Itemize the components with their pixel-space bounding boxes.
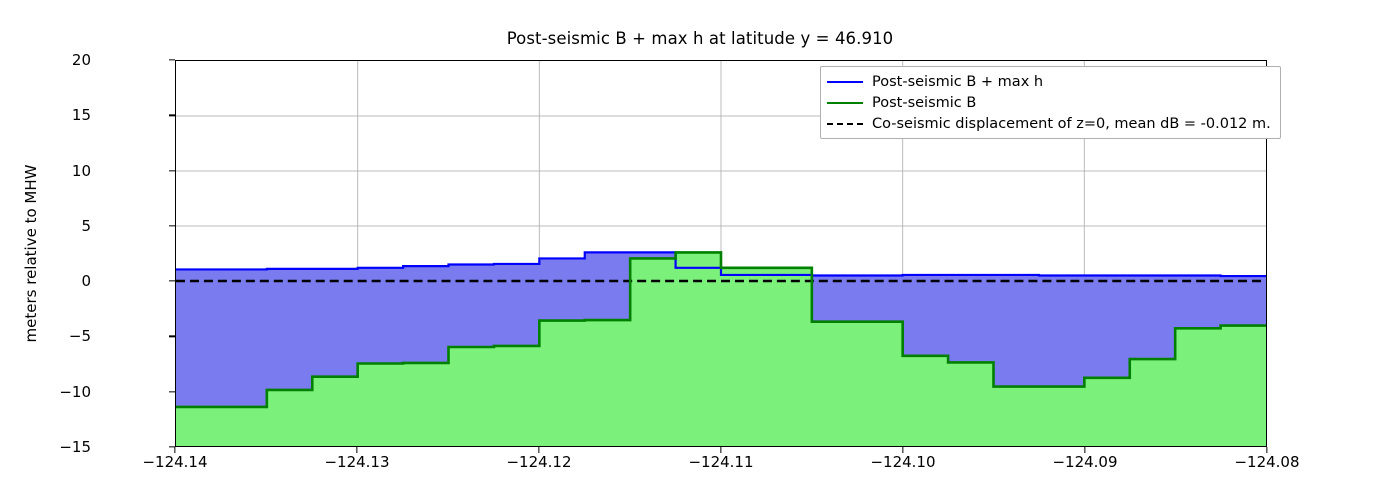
x-tick-label: −124.10: [870, 453, 936, 471]
y-tick-mark: [169, 335, 175, 338]
y-tick-label: 0: [81, 272, 91, 291]
x-tick-mark: [1266, 447, 1268, 453]
y-tick-label: −5: [68, 327, 91, 346]
y-tick-mark: [169, 114, 175, 116]
y-tick-label: −15: [59, 438, 91, 456]
legend-item: Post-seismic B: [827, 92, 1271, 113]
y-tick-label: −10: [59, 382, 91, 401]
y-tick-mark: [169, 280, 175, 282]
legend-item: Post-seismic B + max h: [827, 71, 1271, 92]
series-layer: [176, 251, 1266, 446]
y-tick-mark: [169, 391, 175, 393]
y-tick-label: 20: [71, 51, 91, 69]
legend-swatch-icon: [827, 96, 863, 110]
legend-item: Co-seismic displacement of z=0, mean dB …: [827, 113, 1271, 134]
y-tick-label: 5: [81, 216, 91, 235]
x-tick-label: −124.08: [1234, 453, 1300, 471]
y-tick-label: 15: [71, 106, 91, 125]
x-tick-mark: [538, 447, 540, 453]
x-tick-mark: [902, 447, 904, 453]
x-tick-mark: [720, 447, 722, 453]
legend-label: Post-seismic B: [872, 94, 977, 111]
legend-label: Co-seismic displacement of z=0, mean dB …: [872, 115, 1271, 132]
x-tick-label: −124.13: [324, 453, 390, 471]
legend-swatch-icon: [827, 75, 863, 89]
x-tick-mark: [356, 447, 358, 453]
y-tick-mark: [169, 169, 175, 172]
x-tick-label: −124.14: [142, 453, 208, 471]
y-axis-label: meters relative to MHW: [22, 164, 40, 343]
y-tick-mark: [169, 59, 175, 61]
y-tick-mark: [169, 446, 175, 448]
y-tick-mark: [169, 225, 175, 227]
x-tick-label: −124.11: [688, 453, 754, 471]
x-tick-label: −124.09: [1052, 453, 1118, 471]
x-tick-mark: [174, 447, 176, 453]
y-tick-label: 10: [71, 161, 91, 180]
legend-swatch-icon: [827, 117, 863, 131]
x-tick-mark: [1084, 447, 1086, 453]
chart-title: Post-seismic B + max h at latitude y = 4…: [506, 29, 894, 48]
x-tick-label: −124.12: [506, 453, 572, 471]
legend-label: Post-seismic B + max h: [872, 73, 1044, 90]
legend: Post-seismic B + max h Post-seismic B Co-s…: [820, 66, 1281, 139]
